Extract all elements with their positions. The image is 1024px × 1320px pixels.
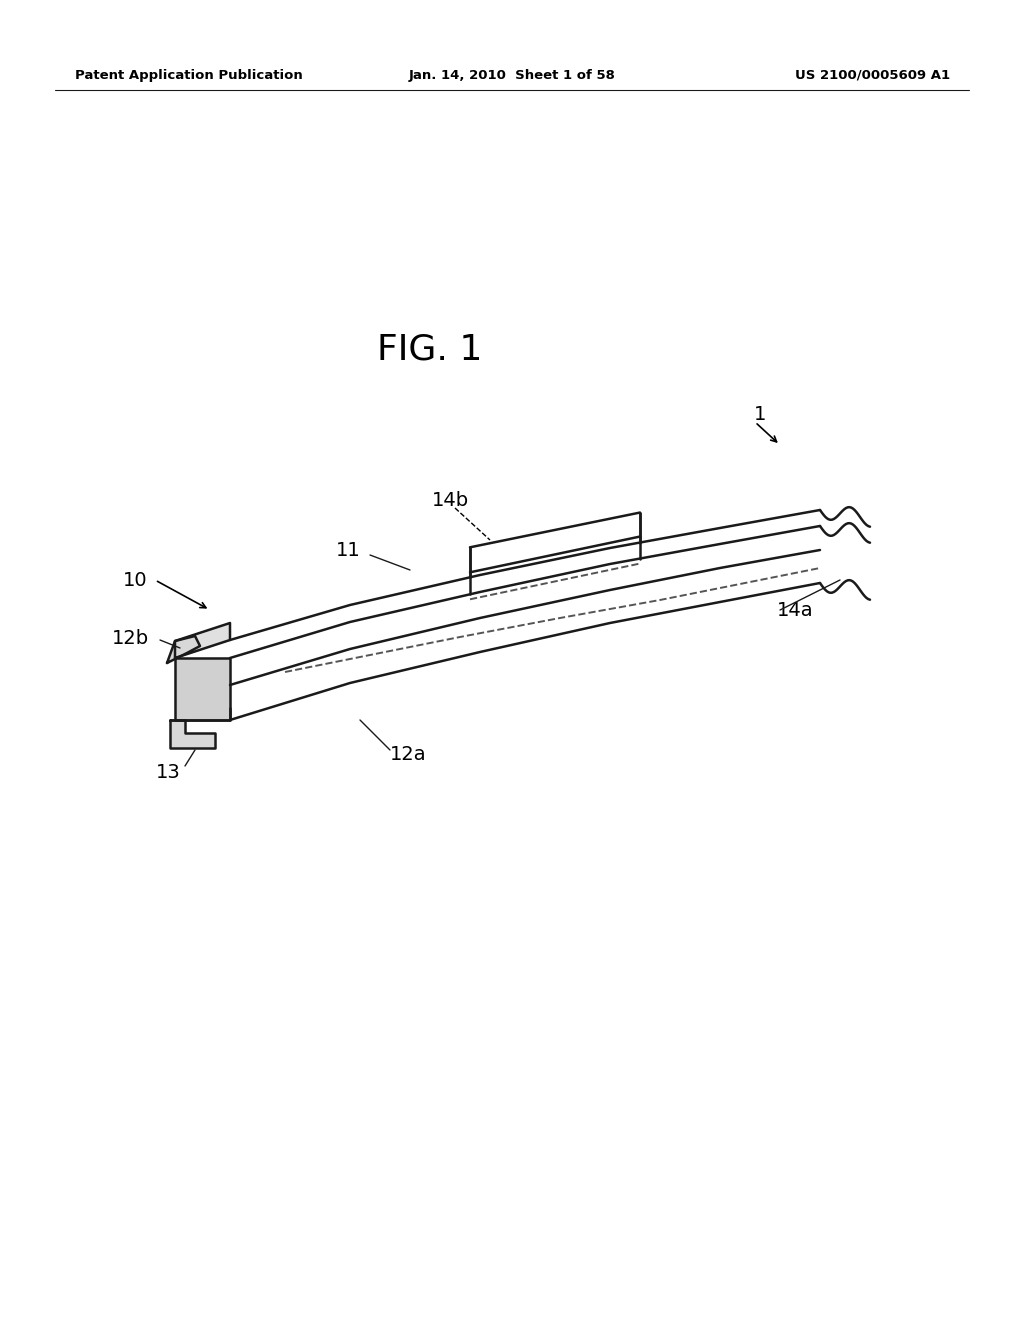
Polygon shape [175, 623, 230, 657]
Polygon shape [175, 657, 230, 719]
Text: FIG. 1: FIG. 1 [377, 333, 482, 367]
Text: 10: 10 [123, 570, 147, 590]
Polygon shape [167, 636, 200, 663]
Text: 12a: 12a [390, 746, 426, 764]
Text: 11: 11 [336, 540, 360, 560]
Text: 12b: 12b [112, 628, 148, 648]
Text: Patent Application Publication: Patent Application Publication [75, 69, 303, 82]
Text: 14b: 14b [431, 491, 469, 510]
Text: 14a: 14a [776, 601, 813, 619]
Polygon shape [170, 719, 215, 748]
Text: 13: 13 [156, 763, 180, 781]
Text: Jan. 14, 2010  Sheet 1 of 58: Jan. 14, 2010 Sheet 1 of 58 [409, 69, 615, 82]
Text: 1: 1 [754, 405, 766, 425]
Text: US 2100/0005609 A1: US 2100/0005609 A1 [795, 69, 950, 82]
